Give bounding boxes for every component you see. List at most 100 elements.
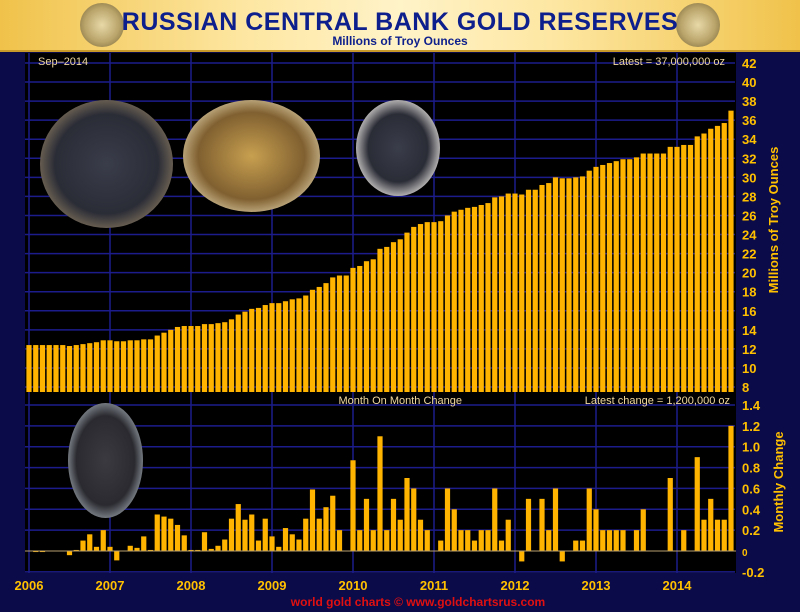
reserve-bar [66,346,73,392]
change-bar [154,514,160,551]
reserve-bar [370,259,376,392]
change-bar [195,549,201,551]
reserve-bar [215,323,221,392]
change-bar [667,478,673,551]
reserve-bar [444,215,451,392]
change-bar [546,530,552,551]
reserve-bar [606,163,613,392]
x-tick-label: 2012 [501,578,530,593]
reserve-bar [80,344,86,392]
reserve-bar [93,342,100,392]
reserve-bar [586,170,592,392]
change-bar [303,518,309,551]
reserve-bar [114,341,120,392]
reserve-bar [485,203,491,392]
reserve-bar [627,159,633,392]
change-bar [573,540,579,551]
reserve-bar [431,222,437,392]
y-tick-label-top: 38 [742,94,756,109]
y-tick-label-top: 12 [742,342,756,357]
change-bar [411,488,417,551]
reserve-bar [620,159,626,392]
reserve-bar [141,339,147,392]
change-bar [404,478,410,551]
y-tick-label-top: 28 [742,189,756,204]
reserve-bar [438,221,444,392]
reserve-bar [633,157,640,392]
reserve-bar [640,153,646,392]
change-bar [370,530,376,551]
change-bar [249,514,255,551]
change-bar [458,530,464,551]
change-bar [255,540,262,551]
reserve-bar [100,340,106,392]
change-bar [539,498,545,551]
reserve-bar [357,265,363,392]
reserve-bar [458,209,464,392]
change-bar [593,509,599,551]
change-bar [296,539,302,551]
change-bar [100,530,106,551]
reserve-bar [384,246,390,392]
reserve-bar [505,193,511,392]
reserve-bar [255,307,262,392]
x-tick-label: 2006 [15,578,44,593]
change-bar [127,545,133,551]
change-bar [262,518,268,551]
latest-change-annotation: Latest change = 1,200,000 oz [585,395,730,407]
change-bar [330,495,336,551]
reserve-bar [512,193,518,392]
change-bar [228,518,235,551]
reserve-bar [330,277,336,392]
change-bar [276,546,282,551]
reserve-bar [721,123,727,393]
change-bar [606,530,613,551]
reserve-bar [73,345,79,392]
change-bar [525,498,532,551]
change-bar [181,535,187,551]
change-bar [289,534,295,551]
reserve-bar [269,303,275,392]
reserve-bar [600,164,606,392]
reserve-bar [343,275,349,392]
change-bar [701,519,707,551]
reserve-bar [566,178,572,392]
y-tick-label-bottom: 0.6 [742,481,760,496]
reserve-bar [168,329,174,392]
reserve-bar [316,286,322,392]
change-bar [208,548,214,551]
change-bar [620,530,626,551]
reserve-bar [411,226,417,392]
reserve-bar [647,153,653,392]
reserve-bar [107,340,113,392]
photo-putin-holding-gold [68,403,143,518]
change-bar [357,530,363,551]
photo-medvedev [356,100,440,196]
change-bar [694,457,700,551]
x-tick-label: 2007 [96,578,125,593]
reserve-bar [154,335,160,392]
reserve-bar [188,326,194,392]
change-bar [134,547,140,551]
reserve-bar [424,222,430,392]
y-tick-label-top: 36 [742,113,756,128]
reserve-bar [660,153,667,392]
y-tick-label-top: 10 [742,361,756,376]
change-bar [444,488,451,551]
change-bar [721,519,727,551]
change-bar [424,530,430,551]
reserve-bar [26,345,32,392]
change-bar [417,519,424,551]
reserve-bar [377,248,383,392]
reserve-bar [667,146,673,392]
reserve-bar [323,283,329,392]
reserve-bar [60,345,66,392]
x-tick-label: 2013 [582,578,611,593]
reserve-bar [235,314,241,392]
reserve-bar [249,308,255,392]
change-bar [141,536,147,551]
reserve-bar [559,178,565,392]
change-bar [316,518,322,551]
chart-subtitle: Millions of Troy Ounces [332,34,468,48]
x-tick-label: 2008 [177,578,206,593]
